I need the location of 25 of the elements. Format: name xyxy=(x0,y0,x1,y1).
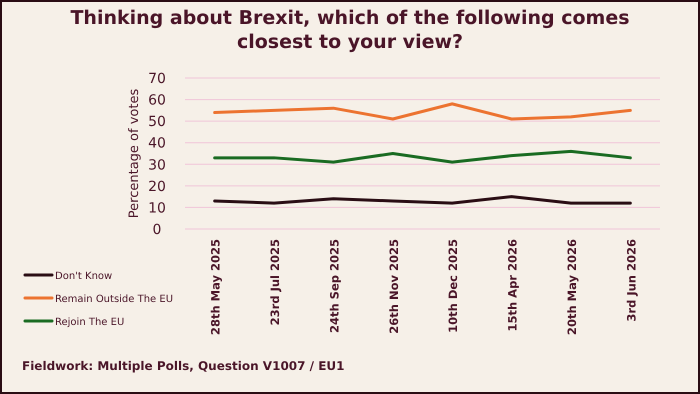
line-series xyxy=(213,150,632,164)
text: Fieldwork: Multiple Polls, Question V1007 / EU1 xyxy=(22,359,345,373)
y-tick-label: 70 xyxy=(148,71,166,87)
y-tick-label: 10 xyxy=(148,200,166,216)
line-series xyxy=(213,102,632,120)
x-tick-label: 15th Apr 2026 xyxy=(506,239,520,332)
line-series xyxy=(213,195,632,205)
y-tick-label: 0 xyxy=(152,222,162,238)
x-tick-label: 24th Sep 2025 xyxy=(327,239,342,334)
y-tick-label: 60 xyxy=(148,92,166,109)
x-tick-label: 28th May 2025 xyxy=(208,239,223,336)
x-tick-label: 10th Dec 2025 xyxy=(446,239,460,333)
x-tick-label: 23rd Jul 2025 xyxy=(268,239,282,326)
y-tick-label: 30 xyxy=(148,157,166,174)
y-tick-label: 20 xyxy=(148,178,166,195)
x-tick-label: 20th May 2026 xyxy=(564,239,579,336)
chart-title: Thinking about Brexit, which of the following comes closest to your view? xyxy=(70,7,630,53)
y-tick-label: 40 xyxy=(148,136,166,152)
legend-label: Remain Outside The EU xyxy=(55,294,174,305)
x-tick-label: 3rd Jun 2026 xyxy=(624,239,638,322)
y-tick-label: 50 xyxy=(148,114,166,130)
y-axis-title: Percentage of votes xyxy=(127,88,142,218)
legend-label: Don't Know xyxy=(55,271,112,282)
legend-label: Rejoin The EU xyxy=(55,317,124,328)
x-tick-label: 26th Nov 2025 xyxy=(386,239,401,334)
